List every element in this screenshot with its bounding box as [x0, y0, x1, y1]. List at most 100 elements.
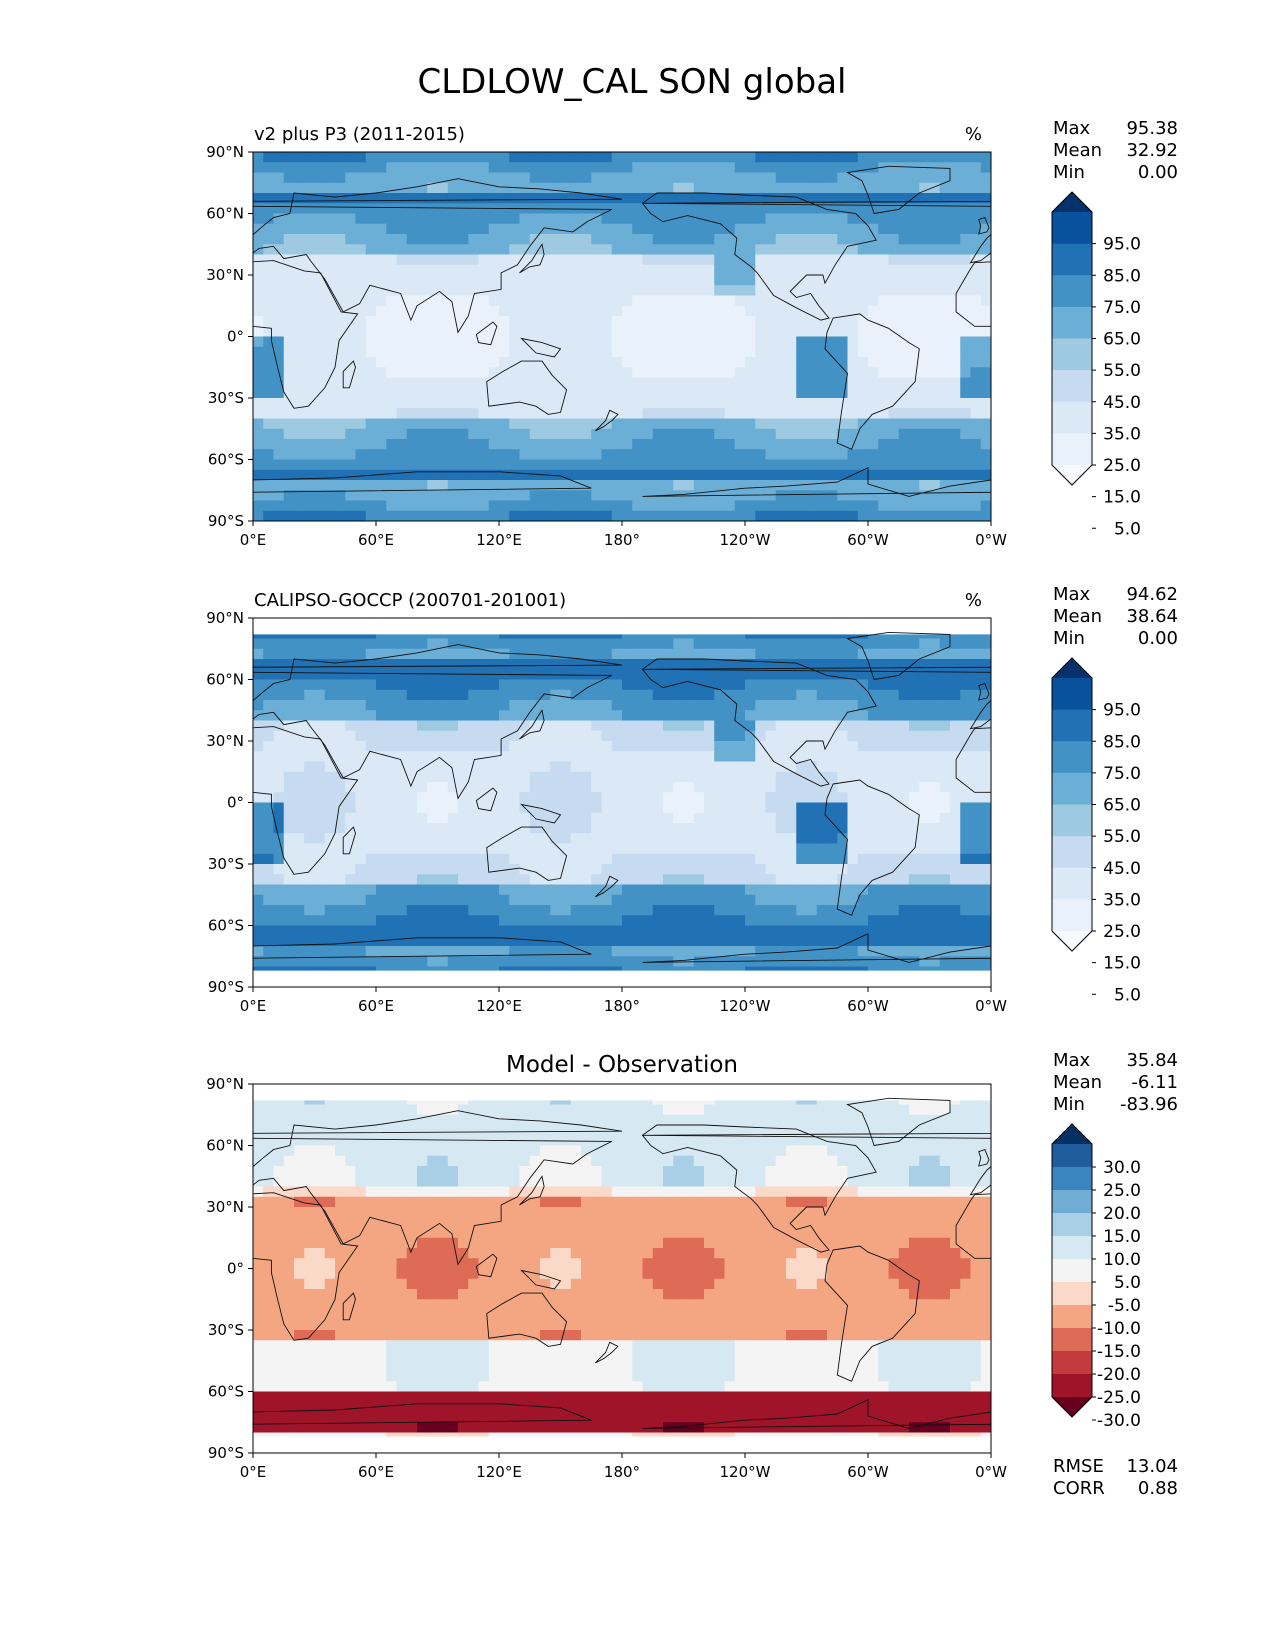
colorbar: 95.0 85.0 75.0 65.0 55.0 45.0 35.0 25.0 15.0 5.0	[1051, 191, 1141, 539]
colorbar-tick-label: 25.0	[1103, 456, 1141, 476]
colorbar-tick-label: -10.0	[1097, 1319, 1141, 1339]
colorbar-tick-label: 5.0	[1114, 985, 1141, 1005]
coastline	[520, 803, 562, 824]
lon-tick-label: 180°	[604, 531, 640, 549]
coastline	[955, 1193, 991, 1259]
stat-label: Max	[1053, 1050, 1091, 1071]
coastline	[595, 409, 619, 432]
stat-value: 35.84	[1126, 1050, 1178, 1071]
lon-tick-label: 0°W	[975, 1463, 1007, 1481]
field	[253, 618, 991, 987]
coastline	[520, 1269, 562, 1290]
coastline	[824, 779, 920, 916]
colorbar-segment	[1052, 306, 1092, 340]
coastline	[520, 337, 562, 358]
coastline	[978, 1149, 990, 1167]
lon-tick-label: 0°W	[975, 531, 1007, 549]
footer-stat-value: 0.88	[1138, 1478, 1178, 1499]
stat-label: Mean	[1053, 1072, 1102, 1093]
coastline	[253, 178, 623, 334]
panel-3: 90°N 60°N 30°N 0° 30°S 60°S 90°S0°E 60°E 120°E 18…	[206, 1050, 1178, 1499]
colorbar-segment	[1052, 433, 1092, 466]
colorbar-tick-label: 10.0	[1103, 1250, 1141, 1270]
coastline	[519, 1175, 545, 1206]
lat-tick-label: 90°S	[208, 978, 244, 996]
stat-value: 95.38	[1126, 118, 1178, 139]
stat-label: Min	[1053, 162, 1085, 183]
colorbar-tick-label: -25.0	[1097, 1388, 1141, 1408]
coastline	[486, 1292, 568, 1347]
coastline	[253, 471, 592, 493]
colorbar-tick-label: 95.0	[1103, 701, 1141, 721]
colorbar-segment	[1052, 678, 1092, 711]
colorbar-tick-label: 75.0	[1103, 764, 1141, 784]
colorbar-tick-label: -20.0	[1097, 1365, 1141, 1385]
lat-tick-label: 90°N	[206, 143, 244, 161]
stat-label: Mean	[1053, 140, 1102, 161]
colorbar-tick-label: -5.0	[1108, 1296, 1141, 1316]
panel-2: 90°N 60°N 30°N 0° 30°S 60°S 90°S0°E 60°E 120°E 18…	[206, 584, 1178, 1015]
lon-tick-label: 120°W	[720, 1463, 771, 1481]
coastline	[642, 932, 991, 963]
colorbar-tick-label: 15.0	[1103, 1227, 1141, 1247]
colorbar-tick-label: 85.0	[1103, 732, 1141, 752]
lat-tick-label: 30°S	[208, 1321, 244, 1339]
colorbar-segment	[1052, 1213, 1092, 1237]
coastline	[253, 937, 592, 959]
colorbar-tick-label: 95.0	[1103, 235, 1141, 255]
lon-tick-label: 180°	[604, 1463, 640, 1481]
colorbar-segment	[1052, 804, 1092, 837]
coastline	[342, 826, 356, 855]
lon-tick-label: 0°E	[240, 1463, 267, 1481]
colorbar-segment	[1052, 275, 1092, 308]
panel-units: %	[965, 590, 982, 611]
coastline	[342, 1292, 356, 1321]
coastline	[253, 644, 623, 800]
panel-title: CALIPSO-GOCCP (200701-201001)	[254, 590, 566, 611]
coastline	[519, 709, 545, 740]
coastline	[475, 1253, 498, 1278]
colorbar-tick-label: -15.0	[1097, 1342, 1141, 1362]
stat-value: -6.11	[1131, 1072, 1178, 1093]
stat-value: 32.92	[1126, 140, 1178, 161]
lon-tick-label: 0°W	[975, 997, 1007, 1015]
colorbar-segment	[1052, 338, 1092, 371]
coastline	[824, 313, 920, 450]
field	[253, 1084, 991, 1453]
coastline	[253, 1192, 359, 1341]
lat-tick-label: 60°N	[206, 205, 244, 223]
colorbar-tick-label: 85.0	[1103, 266, 1141, 286]
coastline	[486, 826, 568, 881]
coastline	[519, 243, 545, 274]
colorbar-tick-label: 75.0	[1103, 298, 1141, 318]
colorbar-tick-label: 25.0	[1103, 1181, 1141, 1201]
colorbar-tick-label: 20.0	[1103, 1204, 1141, 1224]
colorbar-segment	[1052, 401, 1092, 434]
colorbar-tick-label: 55.0	[1103, 827, 1141, 847]
lon-tick-label: 120°E	[476, 1463, 522, 1481]
stat-value: 0.00	[1138, 162, 1178, 183]
lon-tick-label: 120°E	[476, 997, 522, 1015]
lat-tick-label: 30°N	[206, 1198, 244, 1216]
colorbar-tick-label: 5.0	[1114, 1273, 1141, 1293]
colorbar-tick-label: 55.0	[1103, 361, 1141, 381]
colorbar-extend-bottom	[1052, 465, 1092, 485]
coastline	[641, 192, 877, 321]
panel-units: %	[965, 124, 982, 145]
colorbar-extend-bottom	[1052, 931, 1092, 951]
stat-label: Max	[1053, 118, 1091, 139]
colorbar-tick-label: 65.0	[1103, 796, 1141, 816]
coastline	[846, 631, 951, 681]
coastline	[253, 1403, 592, 1425]
colorbar-segment	[1052, 867, 1092, 900]
lat-tick-label: 0°	[227, 328, 244, 346]
coastline	[475, 321, 498, 346]
colorbar-segment	[1052, 1167, 1092, 1191]
coastline	[595, 1341, 619, 1364]
coastlines	[253, 1097, 991, 1429]
lat-tick-label: 30°N	[206, 266, 244, 284]
lat-tick-label: 90°S	[208, 512, 244, 530]
colorbar-segment	[1052, 709, 1092, 742]
lon-tick-label: 0°E	[240, 531, 267, 549]
